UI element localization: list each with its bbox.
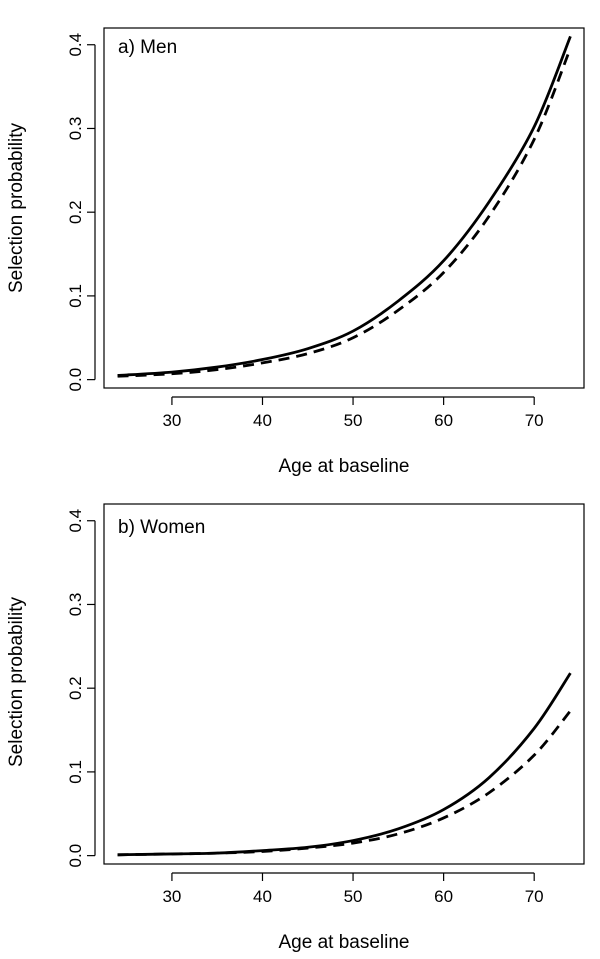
- y-tick-label-men: 0.0: [66, 368, 85, 392]
- x-tick-label-men: 40: [253, 411, 272, 430]
- y-tick-label-men: 0.4: [66, 33, 85, 57]
- y-tick-label-women: 0.0: [66, 844, 85, 868]
- series-line-dashed-men: [117, 47, 572, 378]
- y-tick-label-men: 0.1: [66, 284, 85, 308]
- plot-frame-women: [103, 503, 585, 865]
- x-tick-label-men: 60: [434, 411, 453, 430]
- series-line-solid-men: [117, 35, 572, 377]
- y-axis-title-men: Selection probability: [6, 122, 27, 293]
- y-axis-women: 0.0 0.1 0.2 0.3 0.4: [66, 509, 96, 868]
- y-tick-label-men: 0.2: [66, 200, 85, 224]
- panel-title-men: a) Men: [118, 37, 177, 58]
- x-tick-label-women: 70: [525, 887, 544, 906]
- y-axis-title-women: Selection probability: [6, 596, 27, 767]
- panel-men: a) Men Age at baseline Selection probabi…: [6, 27, 585, 477]
- x-tick-label-women: 30: [162, 887, 181, 906]
- x-tick-label-women: 60: [434, 887, 453, 906]
- y-tick-label-women: 0.2: [66, 676, 85, 700]
- y-tick-label-women: 0.1: [66, 760, 85, 784]
- x-axis-title-women: Age at baseline: [279, 932, 410, 953]
- x-axis-women: 30 40 50 60 70: [162, 872, 544, 906]
- x-tick-label-women: 40: [253, 887, 272, 906]
- x-tick-label-men: 50: [344, 411, 363, 430]
- plot-frame-men: [103, 27, 585, 389]
- panel-title-women: b) Women: [118, 517, 205, 538]
- series-group-women: [117, 672, 572, 857]
- y-tick-label-women: 0.3: [66, 593, 85, 617]
- x-axis-men: 30 40 50 60 70: [162, 396, 544, 430]
- series-line-solid-women: [117, 672, 572, 857]
- y-tick-label-men: 0.3: [66, 117, 85, 141]
- x-tick-label-women: 50: [344, 887, 363, 906]
- y-axis-men: 0.0 0.1 0.2 0.3 0.4: [66, 33, 96, 392]
- x-tick-label-men: 70: [525, 411, 544, 430]
- series-group-men: [117, 35, 572, 378]
- x-axis-title-men: Age at baseline: [279, 456, 410, 477]
- series-line-dashed-women: [117, 709, 572, 857]
- y-tick-label-women: 0.4: [66, 509, 85, 533]
- panel-women: b) Women Age at baseline Selection proba…: [6, 503, 585, 953]
- x-tick-label-men: 30: [162, 411, 181, 430]
